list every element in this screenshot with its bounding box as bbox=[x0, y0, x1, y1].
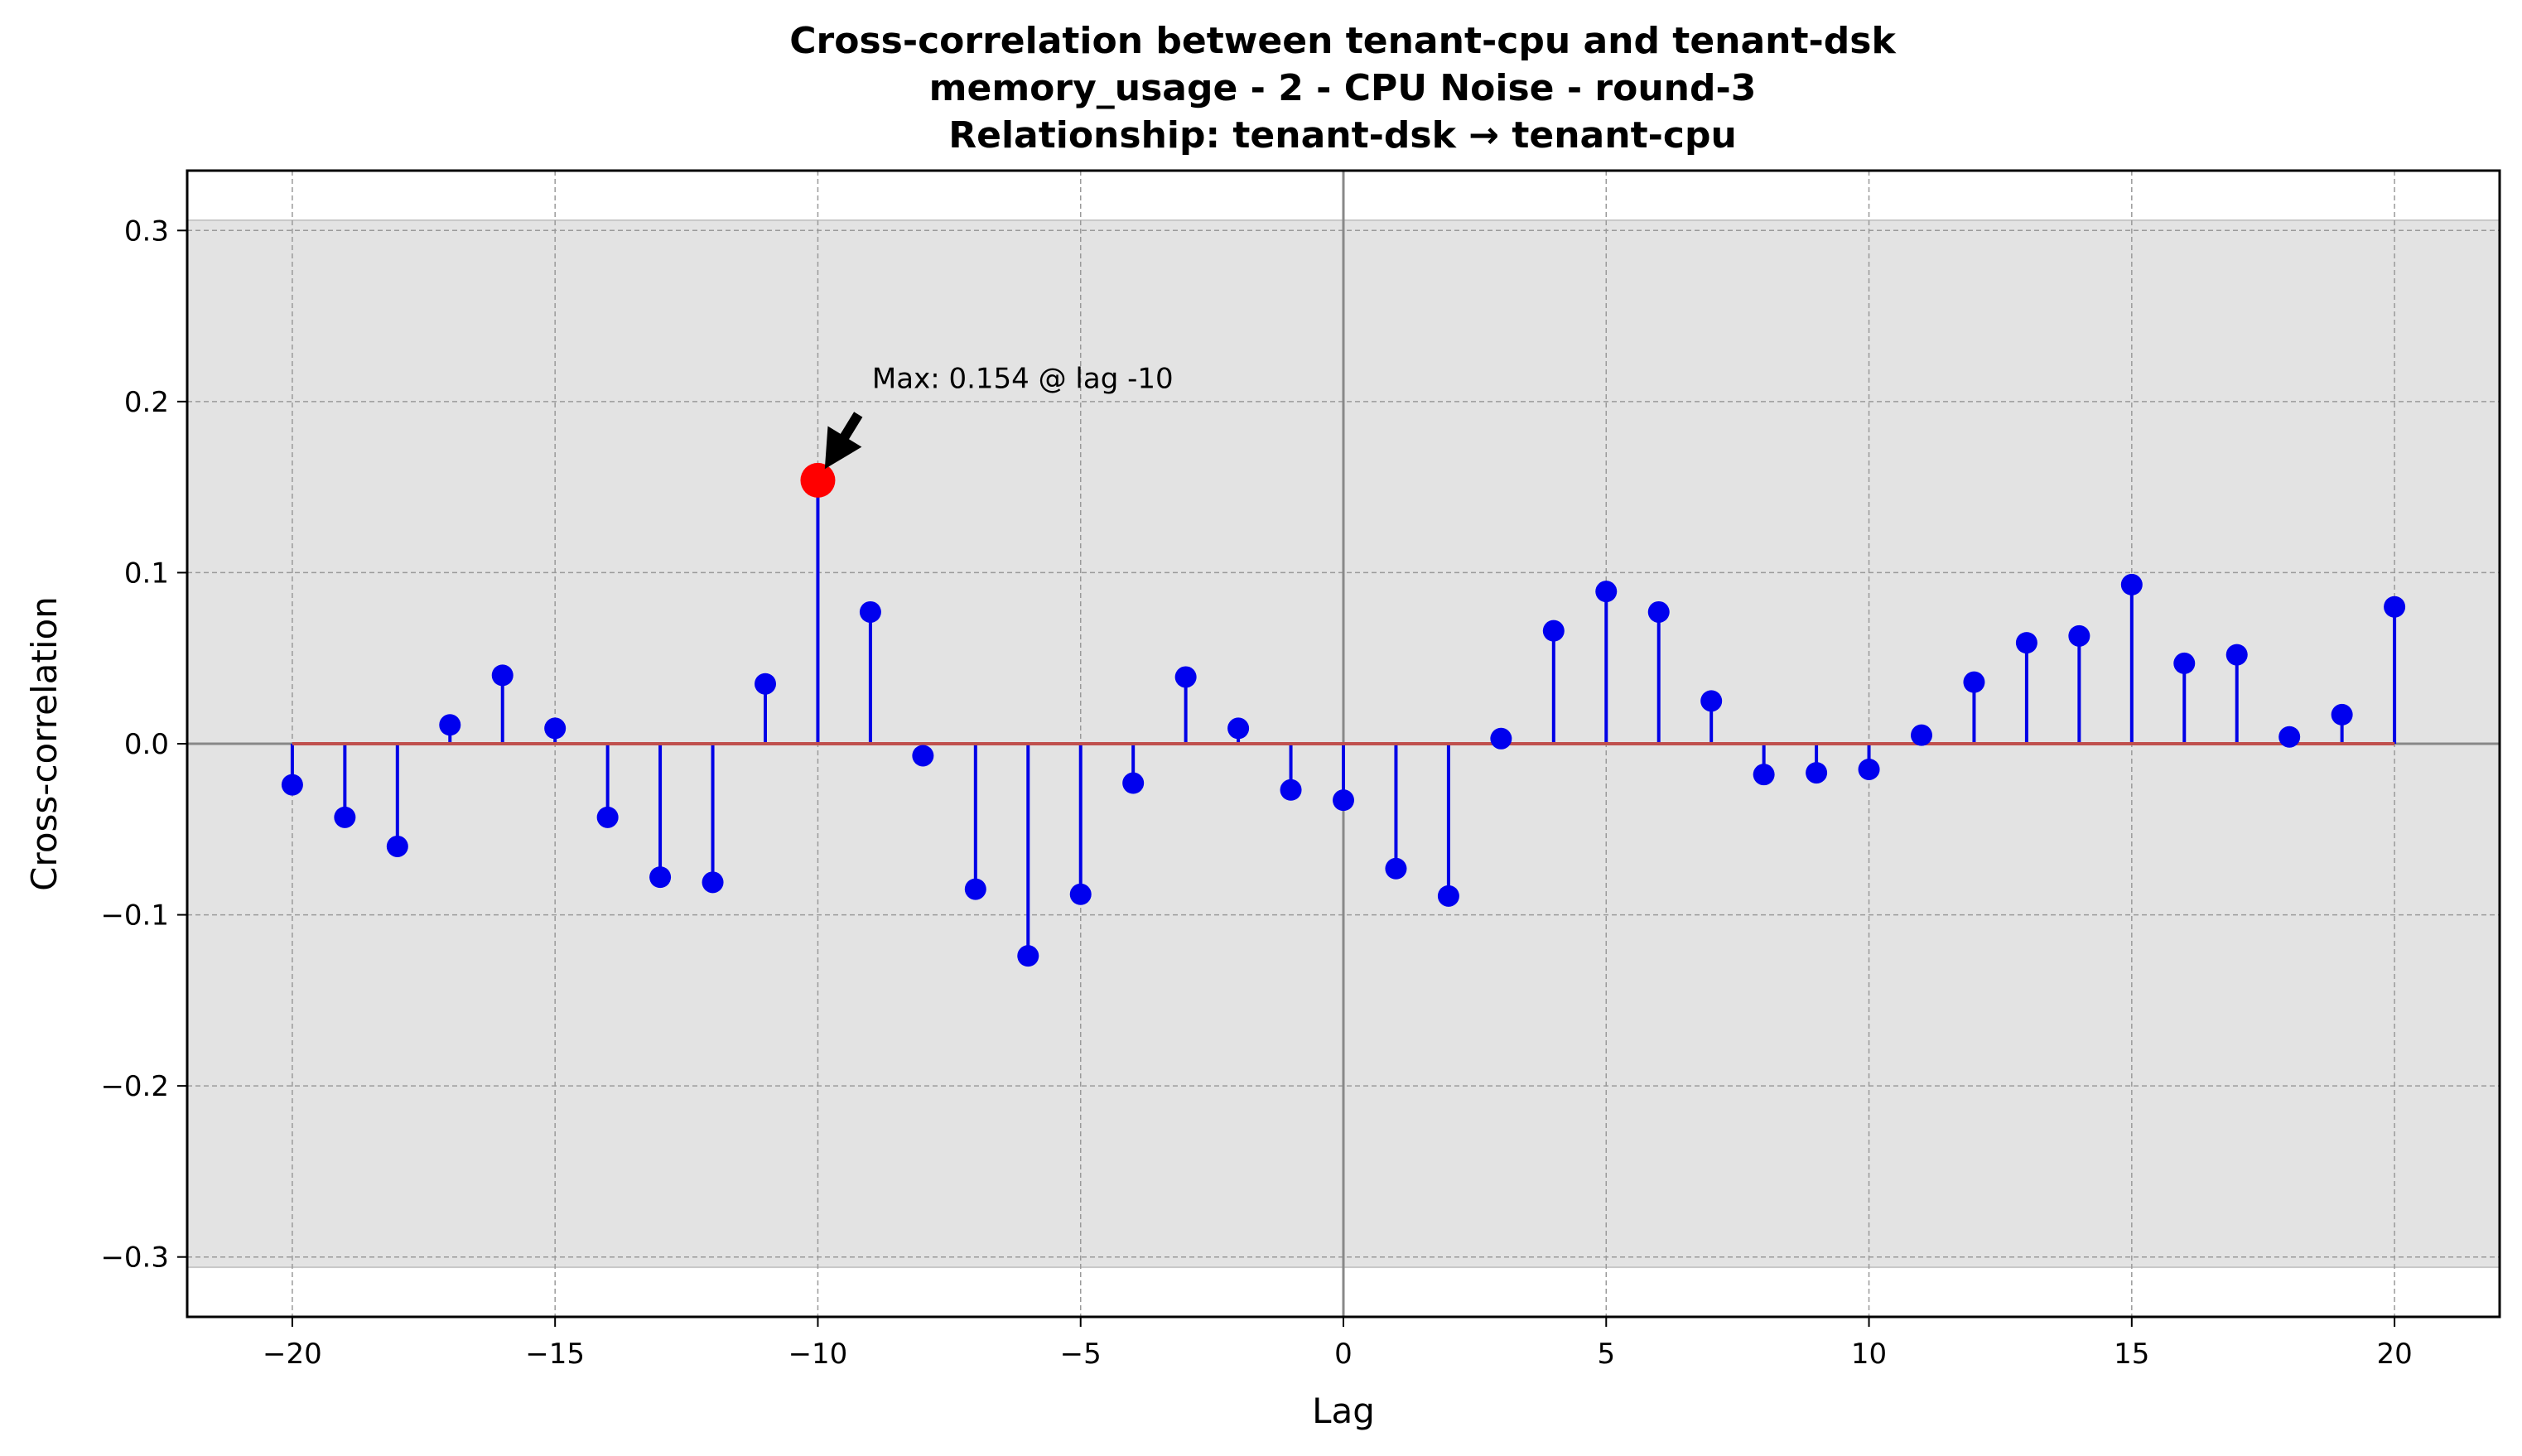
stem-marker bbox=[1858, 758, 1880, 780]
x-tick-label: 5 bbox=[1597, 1338, 1615, 1371]
y-tick-label: −0.3 bbox=[100, 1241, 169, 1275]
stem-marker bbox=[2068, 624, 2090, 647]
stem-marker bbox=[1017, 945, 1039, 967]
stem-marker bbox=[1122, 772, 1145, 794]
stem-marker bbox=[2278, 726, 2301, 748]
x-tick-label: 15 bbox=[2114, 1338, 2149, 1371]
stem-marker bbox=[1911, 724, 1932, 746]
stem-marker bbox=[964, 878, 986, 900]
stem-marker bbox=[386, 835, 408, 857]
stem-marker bbox=[1437, 885, 1459, 907]
stem-marker bbox=[1174, 666, 1197, 688]
stem-marker bbox=[1753, 764, 1775, 786]
max-point-marker bbox=[800, 462, 836, 498]
stem-marker bbox=[1963, 671, 1985, 693]
stem-marker bbox=[1806, 762, 1828, 784]
stem-marker bbox=[1542, 620, 1565, 642]
stem-marker bbox=[755, 673, 776, 695]
y-tick-label: −0.2 bbox=[100, 1070, 169, 1103]
title-line-2: memory_usage - 2 - CPU Noise - round-3 bbox=[929, 67, 1757, 109]
x-tick-label: −10 bbox=[788, 1338, 848, 1371]
title-line-1: Cross-correlation between tenant-cpu and… bbox=[789, 20, 1897, 62]
stem-marker bbox=[1227, 717, 1250, 740]
y-tick-label: 0.3 bbox=[124, 215, 169, 248]
x-axis-label: Lag bbox=[1312, 1391, 1375, 1431]
stem-marker bbox=[334, 806, 356, 828]
stem-marker bbox=[1647, 600, 1670, 623]
x-tick-label: 10 bbox=[1851, 1338, 1887, 1371]
stem-marker bbox=[1595, 581, 1618, 603]
stem-markers bbox=[281, 469, 2406, 967]
x-tick-label: −15 bbox=[525, 1338, 585, 1371]
chart-title: Cross-correlation between tenant-cpu and… bbox=[789, 20, 1897, 157]
x-tick-label: 0 bbox=[1334, 1338, 1353, 1371]
x-tick-label: 20 bbox=[2376, 1338, 2412, 1371]
stem-marker bbox=[1700, 690, 1723, 712]
stem-marker bbox=[439, 714, 461, 736]
y-tick-label: 0.1 bbox=[124, 557, 169, 590]
stem-marker bbox=[912, 745, 934, 767]
stem-marker bbox=[1333, 789, 1354, 812]
y-axis-ticks: 0.3 0.2 0.1 0.0 −0.1 −0.2 −0.3 bbox=[100, 215, 187, 1275]
stem-marker bbox=[1490, 727, 1512, 750]
x-tick-label: −20 bbox=[263, 1338, 322, 1371]
stem-marker bbox=[702, 871, 724, 894]
annotation-arrow bbox=[824, 412, 863, 470]
stem-marker bbox=[491, 664, 514, 687]
stem-marker bbox=[1069, 883, 1092, 905]
x-tick-label: −5 bbox=[1060, 1338, 1102, 1371]
max-annotation: Max: 0.154 @ lag -10 bbox=[824, 363, 1174, 470]
title-line-3: Relationship: tenant-dsk → tenant-cpu bbox=[948, 114, 1737, 157]
stem-marker bbox=[281, 774, 303, 796]
stem-marker bbox=[2015, 632, 2037, 654]
x-axis-ticks: −20 −15 −10 −5 0 5 10 15 20 bbox=[263, 1317, 2413, 1371]
stem-marker bbox=[1280, 779, 1302, 801]
stem-marker bbox=[2120, 573, 2143, 595]
stem-marker bbox=[2331, 703, 2353, 726]
stem-marker bbox=[2225, 644, 2248, 666]
stem-marker bbox=[596, 806, 619, 828]
y-tick-label: 0.0 bbox=[124, 728, 169, 761]
y-axis-label: Cross-correlation bbox=[24, 596, 65, 891]
y-tick-label: 0.2 bbox=[124, 386, 169, 419]
stem-marker bbox=[1385, 857, 1407, 880]
stem-marker bbox=[859, 600, 881, 623]
stem-marker bbox=[2384, 595, 2406, 618]
y-tick-label: −0.1 bbox=[100, 899, 169, 933]
annotation-text: Max: 0.154 @ lag -10 bbox=[872, 363, 1174, 396]
stem-marker bbox=[649, 866, 672, 889]
stem-marker bbox=[544, 717, 567, 740]
stem-marker bbox=[2173, 652, 2196, 674]
